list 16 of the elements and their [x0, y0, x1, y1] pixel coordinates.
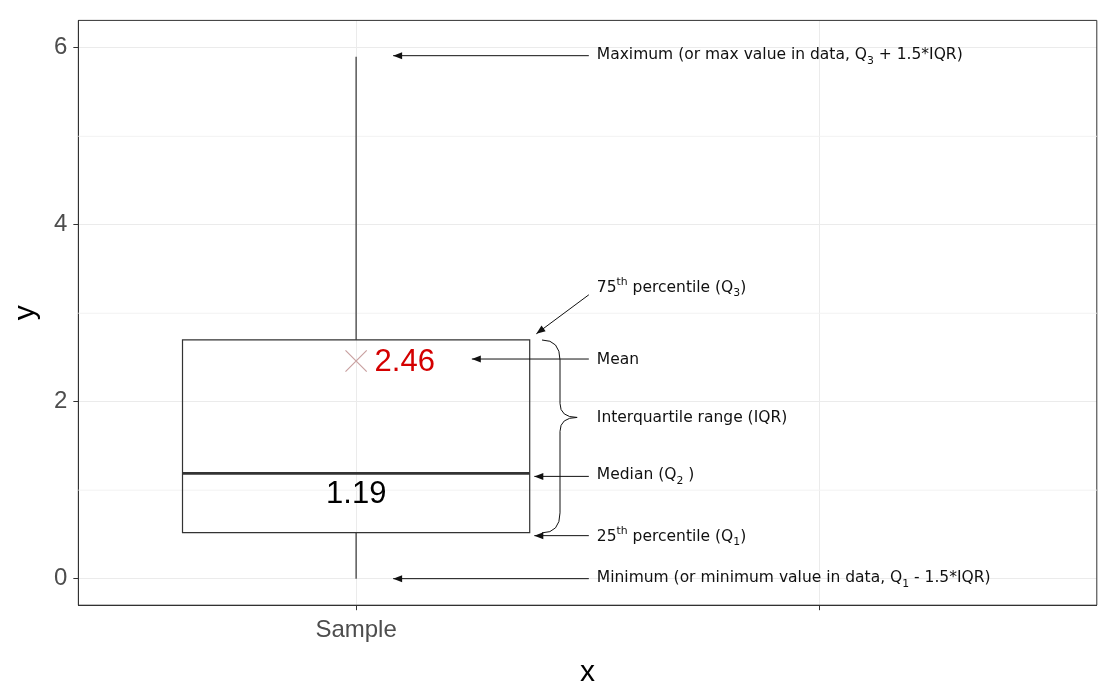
x-tick-label: Sample [315, 615, 397, 643]
annotation: 2.46 [374, 343, 435, 380]
annotation: 25$^{th}$ percentile (Q$_{1}$) [596, 524, 747, 548]
x-axis-title: x [580, 654, 596, 688]
annotation: 75$^{th}$ percentile (Q$_{3}$) [596, 275, 747, 299]
y-axis-title: y [7, 305, 41, 321]
annotation: Maximum (or max value in data, Q$_{3}$ + 1.5*IQR) [596, 45, 963, 67]
annotation: Mean [596, 350, 640, 369]
annotation: 1.19 [326, 475, 387, 512]
annotation: Minimum (or minimum value in data, Q$_{1}$ - 1.5*IQR) [596, 568, 991, 590]
y-tick-label: 6 [53, 32, 68, 60]
y-tick-label: 2 [53, 386, 68, 414]
annotation: Median (Q$_{2}$ ) [596, 465, 695, 487]
y-tick-label: 4 [53, 209, 68, 237]
annotation: Interquartile range (IQR) [596, 408, 788, 427]
y-tick-label: 0 [53, 563, 68, 591]
